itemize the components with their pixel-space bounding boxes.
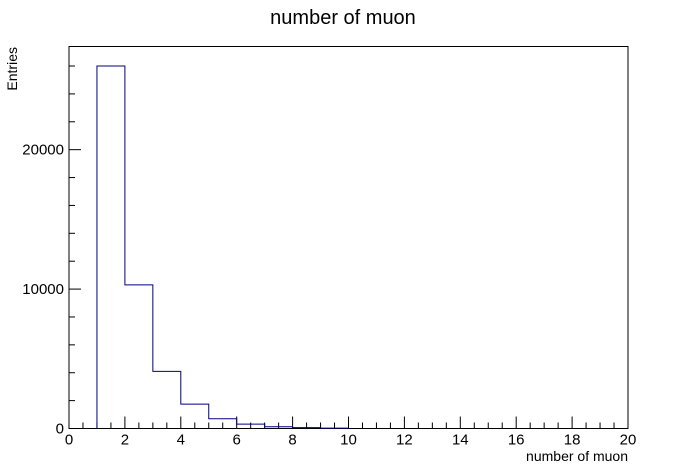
histogram-bin: [153, 371, 181, 428]
x-tick-label: 8: [288, 432, 296, 449]
x-tick-label: 20: [620, 432, 637, 449]
x-tick-label: 6: [233, 432, 241, 449]
x-tick-label: 2: [121, 432, 129, 449]
x-tick-label: 4: [177, 432, 185, 449]
x-axis-label: number of muon: [526, 448, 628, 464]
y-axis-label: Entries: [4, 47, 20, 91]
histogram-bin: [125, 285, 153, 429]
x-tick-label: 16: [508, 432, 525, 449]
histogram-outline: [96, 65, 349, 429]
y-tick-label: 10000: [22, 281, 64, 298]
histogram-bars: [96, 65, 349, 429]
x-tick-label: 14: [452, 432, 469, 449]
y-axis: 0 10000 20000: [22, 65, 81, 438]
histogram-bin: [209, 419, 237, 429]
x-tick-label: 12: [396, 432, 413, 449]
x-axis: 0 2 4 6 8 10 12 14 16 18 20: [65, 416, 637, 449]
x-tick-label: 0: [65, 432, 73, 449]
histogram-bin: [237, 424, 265, 428]
x-tick-label: 10: [340, 432, 357, 449]
y-tick-label: 0: [56, 421, 64, 438]
x-tick-label: 18: [564, 432, 581, 449]
y-tick-label: 20000: [22, 142, 64, 159]
histogram-bin: [181, 404, 209, 428]
histogram-bin: [97, 66, 125, 428]
histogram-bin: [293, 428, 321, 429]
chart-title: number of muon: [270, 7, 416, 29]
histogram-bin: [265, 427, 293, 429]
